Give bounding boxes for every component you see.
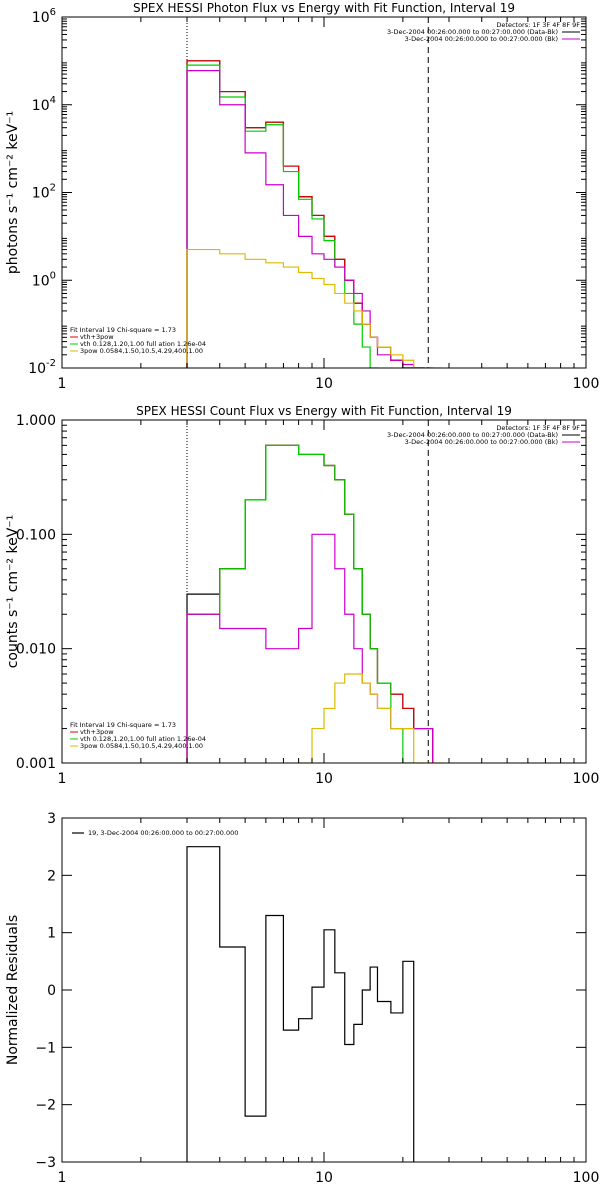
series-line-1 <box>186 444 434 763</box>
x-tick-label: 1 <box>58 1170 67 1186</box>
fit-legend-entry: vth+3pow <box>80 333 114 341</box>
fit-legend-entry: 3pow 0.0584,1.50,10.5,4.29,400,1.00 <box>80 742 203 750</box>
legend-header: Detectors: 1F 3F 4F 8F 9F <box>496 21 580 29</box>
y-axis-label: Normalized Residuals <box>5 915 21 1065</box>
y-tick-label: 104 <box>32 95 56 114</box>
y-tick-label: −3 <box>35 1155 56 1171</box>
chart-title: SPEX HESSI Count Flux vs Energy with Fit… <box>136 404 512 418</box>
plot-frame <box>61 16 587 369</box>
y-tick-label: 2 <box>47 868 56 884</box>
series-line-4 <box>186 248 442 368</box>
series-line-2 <box>186 444 415 763</box>
legend-entry: 19, 3-Dec-2004 00:26:00.000 to 00:27:00.… <box>88 829 238 837</box>
y-tick-label: 0.010 <box>16 642 56 658</box>
y-tick-label: 102 <box>32 183 56 202</box>
fit-title: Fit Interval 19 Chi-square = 1.73 <box>70 721 176 729</box>
plot-frame <box>61 817 587 1163</box>
legend-entry: 3-Dec-2004 00:26:00.000 to 00:27:00.000 … <box>387 431 558 439</box>
series-line-2 <box>186 64 379 368</box>
legend-entry: 3-Dec-2004 00:26:00.000 to 00:27:00.000 … <box>405 438 558 446</box>
series-line-0 <box>186 846 415 1162</box>
y-tick-label: 100 <box>32 270 56 289</box>
x-tick-label: 1 <box>58 771 67 787</box>
y-tick-label: 3 <box>47 811 56 827</box>
series-group <box>186 60 442 368</box>
y-tick-label: 1 <box>47 926 56 942</box>
x-tick-label: 100 <box>573 1170 600 1186</box>
legend-entry: 3-Dec-2004 00:26:00.000 to 00:27:00.000 … <box>387 28 558 36</box>
x-tick-label: 100 <box>573 376 600 392</box>
fit-title: Fit Interval 19 Chi-square = 1.73 <box>70 326 176 334</box>
y-tick-label: 0 <box>47 983 56 999</box>
series-line-0 <box>186 444 434 763</box>
series-line-3 <box>186 533 434 763</box>
series-group <box>186 846 415 1162</box>
y-tick-label: 1.000 <box>16 413 56 429</box>
series-line-3 <box>186 70 434 368</box>
chart-panel-0: SPEX HESSI Photon Flux vs Energy with Fi… <box>5 1 599 392</box>
chart-panel-2: 1 10 100 −3 −2 −1 0 1 2 3 Normalized Residuals 19, … <box>5 811 599 1186</box>
fit-legend-entry: vth+3pow <box>80 728 114 736</box>
y-tick-label: −1 <box>35 1040 56 1056</box>
series-line-4 <box>298 673 442 763</box>
x-tick-label: 100 <box>573 771 600 787</box>
chart-title: SPEX HESSI Photon Flux vs Energy with Fi… <box>133 1 515 15</box>
y-axis-label: counts s⁻¹ cm⁻² keV⁻¹ <box>5 515 21 669</box>
series-group <box>186 444 442 763</box>
chart-panel-1: SPEX HESSI Count Flux vs Energy with Fit… <box>5 404 600 787</box>
fit-legend-entry: vth 0.128,1.20,1.00 full ation 1.26e-04 <box>80 735 206 743</box>
legend-entry: 3-Dec-2004 00:26:00.000 to 00:27:00.000 … <box>405 35 558 43</box>
x-tick-label: 10 <box>315 771 333 787</box>
y-tick-label: 10-2 <box>28 358 56 377</box>
x-tick-label: 10 <box>315 376 333 392</box>
x-tick-label: 1 <box>58 376 67 392</box>
y-tick-label: 0.100 <box>16 527 56 543</box>
y-tick-label: 0.001 <box>16 756 56 772</box>
y-tick-label: 106 <box>32 7 56 26</box>
series-line-0 <box>186 60 425 368</box>
y-axis-label: photons s⁻¹ cm⁻² keV⁻¹ <box>5 111 21 274</box>
series-line-1 <box>186 60 425 368</box>
legend-header: Detectors: 1F 3F 4F 8F 9F <box>496 424 580 432</box>
fit-legend-entry: vth 0.128,1.20,1.00 full ation 1.26e-04 <box>80 340 206 348</box>
y-tick-label: −2 <box>35 1098 56 1114</box>
x-tick-label: 10 <box>315 1170 333 1186</box>
fit-legend-entry: 3pow 0.0584,1.50,10.5,4.29,400,1.00 <box>80 347 203 355</box>
